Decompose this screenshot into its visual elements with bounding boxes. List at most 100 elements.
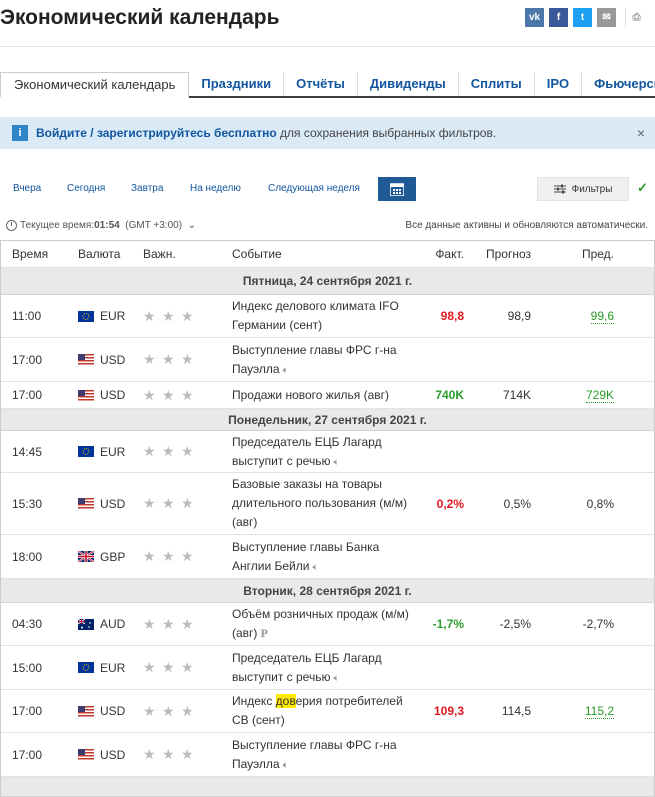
- event-time: 17:00: [12, 388, 43, 402]
- date-row: Понедельник, 27 сентября 2021 г.: [1, 409, 654, 431]
- tab-holidays[interactable]: Праздники: [189, 72, 285, 96]
- table-row[interactable]: 17:00 USD ★ ★ ★ Выступление главы ФРС г-на Па…: [1, 733, 654, 777]
- tab-economic-calendar[interactable]: Экономический календарь: [0, 72, 190, 98]
- star-icon: ★: [143, 746, 156, 762]
- table-row[interactable]: 11:00 EUR ★ ★ ★ Индекс делового климата IFO Г…: [1, 295, 654, 338]
- importance-stars: ★ ★ ★: [143, 386, 194, 403]
- currency-code: USD: [100, 704, 126, 718]
- tomorrow-button[interactable]: Завтра: [131, 183, 164, 194]
- timezone-value: (GMT +3:00): [125, 220, 183, 231]
- time-bar: Текущее время:01:54 (GMT +3:00) ⌄ Все да…: [0, 218, 655, 234]
- table-row[interactable]: 15:30 USD ★ ★ ★ Базовые заказы на товары длит…: [1, 473, 654, 535]
- chevron-down-icon[interactable]: ⌄: [187, 220, 196, 231]
- table-row[interactable]: 04:30 AUD ★ ★ ★ Объём розничных продаж (м/м) …: [1, 603, 654, 646]
- actual-value: 109,3: [433, 704, 464, 718]
- table-row[interactable]: 14:45 EUR ★ ★ ★ Председатель ЕЦБ Лагард высту…: [1, 431, 654, 473]
- flag-icon: [78, 354, 94, 365]
- event-link[interactable]: Выступление главы Банка Англии Бейли 🔈︎: [232, 538, 412, 576]
- event-link[interactable]: Председатель ЕЦБ Лагард выступит с речью…: [232, 649, 412, 687]
- star-icon: ★: [143, 351, 156, 367]
- importance-stars: ★ ★ ★: [143, 746, 194, 762]
- forecast-value: 714K: [502, 388, 531, 402]
- table-header: Время Валюта Важн. Событие Факт. Прогноз…: [1, 241, 654, 268]
- close-icon[interactable]: ×: [636, 125, 645, 141]
- event-link[interactable]: Индекс доверия потребителей СВ (сент): [232, 692, 412, 730]
- tab-earnings[interactable]: Отчёты: [284, 72, 358, 96]
- calendar-picker-button[interactable]: [378, 177, 416, 201]
- previous-value[interactable]: 99,6: [590, 308, 614, 324]
- importance-stars: ★ ★ ★: [143, 548, 194, 564]
- next-week-button[interactable]: Следующая неделя: [268, 183, 360, 194]
- event-name: Выступление главы ФРС г-на Пауэлла: [232, 737, 397, 771]
- star-icon: ★: [181, 659, 194, 675]
- event-name: Базовые заказы на товары длительного пол…: [232, 477, 408, 529]
- star-icon: ★: [143, 548, 156, 564]
- current-time[interactable]: Текущее время:01:54 (GMT +3:00) ⌄: [20, 220, 196, 231]
- event-name: Председатель ЕЦБ Лагард выступит с речью: [232, 650, 382, 684]
- previous-value[interactable]: 729K: [585, 387, 614, 403]
- login-link[interactable]: Войдите: [36, 126, 87, 140]
- flag-icon: [78, 446, 94, 457]
- star-icon: ★: [181, 702, 194, 719]
- importance-stars: ★ ★ ★: [143, 496, 194, 510]
- facebook-share-icon[interactable]: f: [549, 8, 568, 27]
- divider: [0, 46, 655, 47]
- importance-stars: ★ ★ ★: [143, 351, 194, 367]
- table-row[interactable]: 17:00 USD ★ ★ ★ Выступление главы ФРС г-на Па…: [1, 338, 654, 382]
- vk-share-icon[interactable]: vk: [525, 8, 544, 27]
- event-time: 18:00: [12, 549, 43, 564]
- currency-code: USD: [100, 747, 126, 762]
- page-header: Экономический календарь vk f t ✉ ⎙: [0, 0, 655, 46]
- star-icon: ★: [162, 386, 175, 403]
- star-icon: ★: [162, 548, 175, 564]
- calendar-icon: [390, 182, 404, 196]
- currency: USD: [78, 388, 125, 402]
- event-link[interactable]: Выступление главы ФРС г-на Пауэлла 🔈︎: [232, 341, 412, 379]
- currency: USD: [78, 704, 125, 718]
- header-actual: Факт.: [435, 247, 464, 261]
- banner-rest: для сохранения выбранных фильтров.: [276, 126, 497, 140]
- previous-value[interactable]: 115,2: [584, 703, 614, 719]
- twitter-share-icon[interactable]: t: [573, 8, 592, 27]
- tab-futures[interactable]: Фьючерсы: [594, 76, 655, 91]
- actual-value: -1,7%: [432, 617, 464, 631]
- register-link[interactable]: зарегистрируйтесь бесплатно: [96, 126, 277, 140]
- this-week-button[interactable]: На неделю: [190, 183, 241, 194]
- calendar-tabs: Экономический календарь Праздники Отчёты…: [0, 72, 655, 98]
- flag-icon: [78, 618, 94, 630]
- importance-stars: ★ ★ ★: [143, 309, 194, 323]
- tab-dividends[interactable]: Дивиденды: [358, 72, 459, 96]
- yesterday-button[interactable]: Вчера: [13, 183, 42, 194]
- currency: AUD: [78, 617, 125, 631]
- event-name: Продажи нового жилья (авг): [232, 387, 390, 402]
- print-icon[interactable]: ⎙: [625, 8, 647, 27]
- event-time: 04:30: [12, 617, 43, 631]
- filter-sliders-icon: [553, 184, 566, 194]
- currency: USD: [78, 748, 125, 762]
- star-icon: ★: [143, 443, 156, 459]
- event-link[interactable]: Индекс делового климата IFO Германии (се…: [232, 297, 412, 335]
- speaker-icon: 🔈︎: [312, 561, 319, 573]
- table-row[interactable]: 18:00 GBP ★ ★ ★ Выступление главы Банка Англи…: [1, 535, 654, 579]
- tab-ipo[interactable]: IPO: [535, 72, 583, 96]
- star-icon: ★: [143, 659, 156, 675]
- speaker-icon: 🔈︎: [333, 672, 340, 684]
- tab-splits[interactable]: Сплиты: [459, 72, 535, 96]
- date-row: [1, 777, 654, 797]
- event-link[interactable]: Объём розничных продаж (м/м) (авг) P: [232, 605, 412, 643]
- event-link[interactable]: Продажи нового жилья (авг): [232, 386, 412, 405]
- actual-value: 98,8: [440, 309, 464, 323]
- currency: EUR: [78, 445, 125, 459]
- event-link[interactable]: Председатель ЕЦБ Лагард выступит с речью…: [232, 433, 412, 471]
- share-bar: vk f t ✉ ⎙: [525, 8, 647, 27]
- table-row[interactable]: 17:00 USD ★ ★ ★ Индекс доверия потребителей С…: [1, 690, 654, 733]
- filters-button[interactable]: Фильтры: [537, 177, 629, 201]
- table-row[interactable]: 15:00 EUR ★ ★ ★ Председатель ЕЦБ Лагард высту…: [1, 646, 654, 690]
- checkmark-icon: ✓: [637, 180, 648, 195]
- event-link[interactable]: Базовые заказы на товары длительного пол…: [232, 475, 412, 532]
- event-link[interactable]: Выступление главы ФРС г-на Пауэлла 🔈︎: [232, 736, 412, 774]
- header-event: Событие: [232, 247, 282, 261]
- today-button[interactable]: Сегодня: [67, 183, 106, 194]
- email-share-icon[interactable]: ✉: [597, 8, 616, 27]
- table-row[interactable]: 17:00 USD ★ ★ ★ Продажи нового жилья (авг) 740…: [1, 382, 654, 409]
